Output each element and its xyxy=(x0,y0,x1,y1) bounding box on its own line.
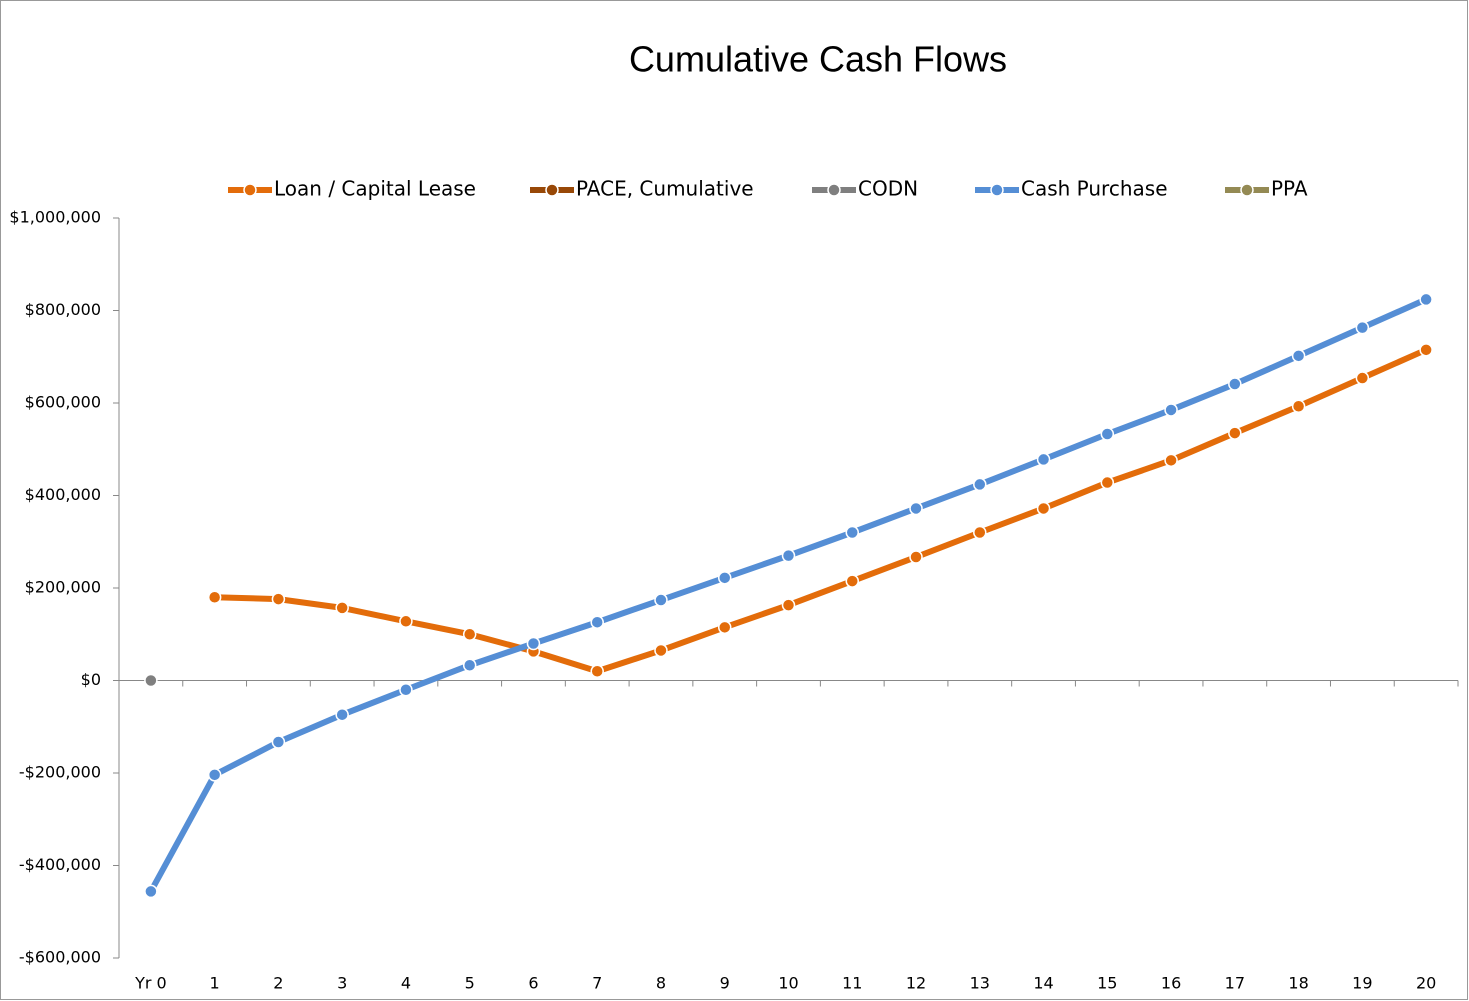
legend-label: PPA xyxy=(1271,177,1308,201)
data-point xyxy=(207,768,222,782)
legend-marker xyxy=(1240,183,1254,197)
legend-label: Loan / Capital Lease xyxy=(274,177,476,201)
x-tick-label: 15 xyxy=(1097,974,1117,993)
data-point xyxy=(590,664,604,678)
x-tick-label: 11 xyxy=(842,974,862,993)
legend-label: PACE, Cumulative xyxy=(576,177,754,201)
data-point xyxy=(271,592,286,606)
data-point xyxy=(399,614,413,629)
data-point xyxy=(335,707,349,722)
x-tick-label: Yr 0 xyxy=(134,974,167,993)
chart-title: Cumulative Cash Flows xyxy=(629,39,1007,80)
y-tick-label: $400,000 xyxy=(25,485,101,504)
data-point xyxy=(526,636,541,651)
data-point xyxy=(1228,426,1242,440)
x-tick-label: 9 xyxy=(720,974,730,993)
x-tick-label: 16 xyxy=(1161,974,1181,993)
data-point xyxy=(1164,453,1178,468)
x-tick-label: 13 xyxy=(970,974,990,993)
data-point xyxy=(909,550,923,564)
legend-marker xyxy=(243,183,257,197)
y-tick-label: $600,000 xyxy=(25,393,101,412)
y-tick-label: -$200,000 xyxy=(19,763,101,782)
data-point xyxy=(1036,501,1051,516)
y-tick-label: $800,000 xyxy=(25,300,101,319)
series-line xyxy=(214,347,1428,675)
legend-marker xyxy=(990,183,1004,197)
data-point xyxy=(462,658,477,672)
legend-label: Cash Purchase xyxy=(1021,177,1168,201)
x-tick-label: 18 xyxy=(1288,974,1308,993)
data-point xyxy=(271,735,286,749)
x-tick-label: 10 xyxy=(778,974,798,993)
y-tick-label: $1,000,000 xyxy=(9,208,101,227)
data-point xyxy=(781,548,796,563)
x-tick-label: 19 xyxy=(1352,974,1372,993)
data-point xyxy=(590,615,604,629)
data-point xyxy=(845,525,860,540)
x-tick-label: 20 xyxy=(1416,974,1436,993)
y-tick-label: -$600,000 xyxy=(19,948,101,967)
x-tick-label: 3 xyxy=(337,974,347,993)
legend-marker xyxy=(545,183,559,197)
y-tick-label: $0 xyxy=(81,670,101,689)
y-tick-label: -$400,000 xyxy=(19,855,101,874)
data-point xyxy=(144,673,158,688)
x-tick-label: 5 xyxy=(465,974,475,993)
data-point xyxy=(1355,371,1370,385)
data-point xyxy=(1100,427,1115,441)
x-tick-label: 8 xyxy=(656,974,666,993)
data-point xyxy=(1164,403,1178,417)
data-point xyxy=(1419,292,1433,307)
legend-label: CODN xyxy=(858,177,918,201)
legend-marker xyxy=(827,183,841,197)
data-point xyxy=(973,525,987,540)
x-tick-label: 7 xyxy=(592,974,602,993)
y-tick-label: $200,000 xyxy=(25,578,101,597)
data-point xyxy=(462,627,477,641)
x-tick-label: 12 xyxy=(906,974,926,993)
data-point xyxy=(781,598,796,612)
data-point xyxy=(207,590,222,604)
x-tick-label: 14 xyxy=(1033,974,1053,993)
x-tick-label: 4 xyxy=(401,974,411,993)
data-point xyxy=(845,574,860,588)
data-point xyxy=(909,501,923,516)
data-point xyxy=(1100,475,1115,490)
data-point xyxy=(973,477,987,492)
data-point xyxy=(335,601,349,615)
data-point xyxy=(1228,377,1242,391)
data-point xyxy=(1291,399,1306,413)
data-point xyxy=(1355,320,1370,335)
data-point xyxy=(717,571,732,585)
data-point xyxy=(1419,343,1433,357)
data-point xyxy=(1291,349,1306,363)
data-point xyxy=(399,683,413,697)
data-point xyxy=(144,884,158,899)
x-tick-label: 17 xyxy=(1225,974,1245,993)
data-point xyxy=(654,643,668,658)
data-point xyxy=(654,593,668,607)
x-tick-label: 6 xyxy=(528,974,538,993)
data-point xyxy=(1036,452,1051,467)
x-tick-label: 1 xyxy=(210,974,220,993)
data-point xyxy=(717,620,732,635)
x-tick-label: 2 xyxy=(273,974,283,993)
